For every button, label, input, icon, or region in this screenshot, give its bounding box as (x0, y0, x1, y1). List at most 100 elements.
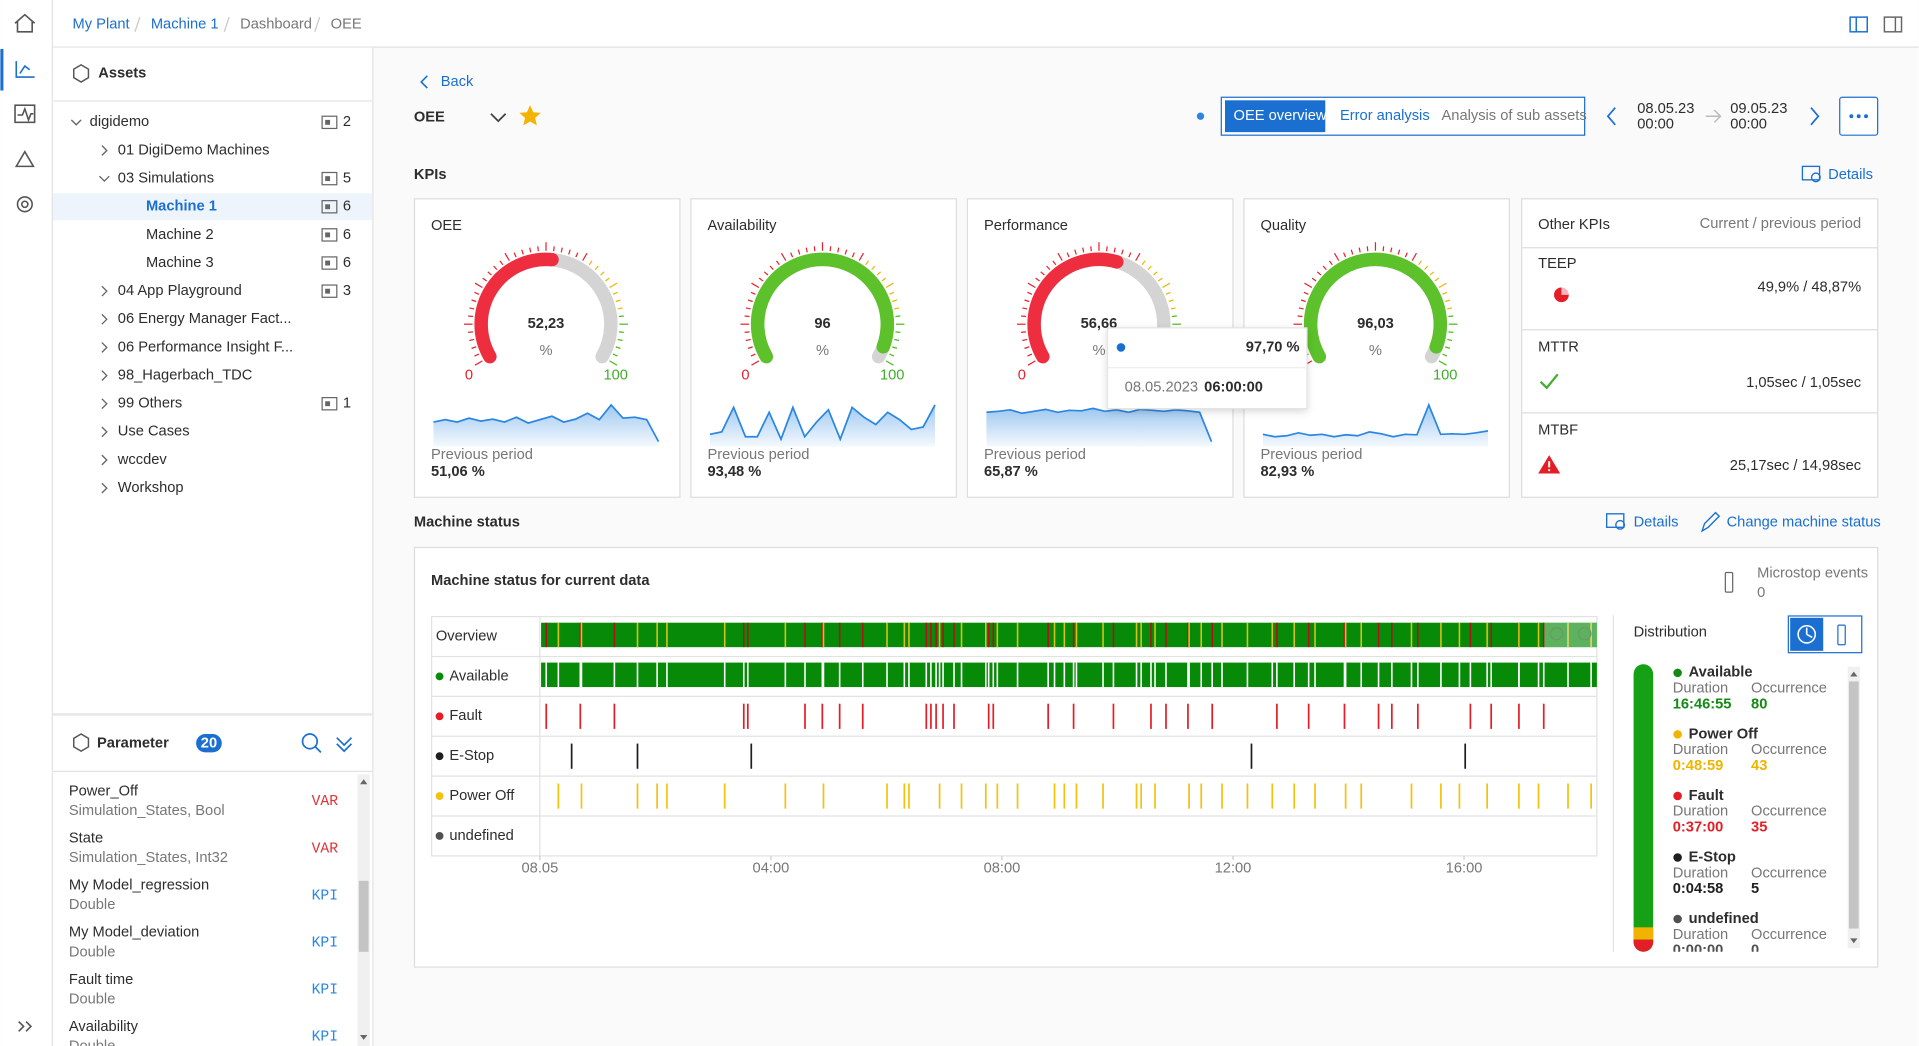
parameter-tag: VAR (312, 794, 339, 810)
gauge-value: 96,03 (1357, 316, 1394, 332)
gauge-scale-tick (1147, 265, 1152, 271)
tree-item[interactable]: 98_Hagerbach_TDC (118, 367, 253, 383)
tree-chevron[interactable] (101, 482, 108, 494)
panel-splitter[interactable] (52, 713, 373, 716)
tree-item[interactable]: wccdev (117, 452, 168, 468)
gauge-scale-tick (805, 247, 808, 253)
collapse-icon[interactable] (336, 737, 353, 753)
tree-chevron[interactable] (98, 175, 110, 183)
previous-value: 65,87 % (984, 464, 1038, 480)
gauge-scale-tick (1438, 282, 1447, 289)
tree-item[interactable]: Use Cases (118, 424, 190, 440)
tree-chevron[interactable] (101, 342, 108, 353)
gauge-scale-tick (1106, 246, 1108, 252)
tree-item[interactable]: 06 Performance Insight F... (118, 339, 293, 355)
parameter-type: Double (69, 944, 116, 960)
gauge-scale-tick (482, 277, 487, 282)
tree-item[interactable]: digidemo (90, 114, 150, 130)
tree-item[interactable]: Machine 1 (146, 199, 217, 215)
monitor-icon[interactable] (14, 104, 36, 124)
tree-chevron[interactable] (101, 145, 108, 156)
tab[interactable]: Error analysis (1340, 108, 1430, 124)
tree-chevron[interactable] (101, 285, 108, 297)
tree-item[interactable]: 99 Others (118, 396, 182, 412)
parameter-name[interactable]: Power_Off (69, 783, 139, 799)
gauge-scale-tick (1135, 252, 1141, 261)
x-tick-label: 04:00 (753, 860, 790, 876)
distribution-name: E-Stop (1689, 849, 1736, 865)
tree-item[interactable]: Workshop (118, 480, 184, 496)
trend-line (986, 407, 1213, 442)
back-icon[interactable] (420, 75, 428, 89)
layout-left-icon[interactable] (1849, 16, 1868, 33)
home-icon[interactable] (14, 13, 36, 33)
previous-period[interactable] (1606, 107, 1616, 126)
change-status-link[interactable]: Change machine status (1727, 514, 1881, 530)
kpi-details-link[interactable]: Details (1828, 167, 1873, 183)
favorite-star[interactable] (519, 105, 541, 126)
parameter-type: Simulation_States, Int32 (69, 850, 228, 866)
tab[interactable]: OEE overview (1234, 108, 1327, 124)
tree-chevron[interactable] (70, 119, 82, 126)
parameter-name[interactable]: Fault time (69, 972, 133, 988)
expand-icon[interactable] (18, 1020, 33, 1032)
settings-icon[interactable] (16, 196, 33, 213)
parameter-name[interactable]: State (69, 831, 103, 847)
gauge-scale-tick (474, 291, 480, 295)
tree-item[interactable]: Machine 3 (146, 255, 214, 271)
zoom-icon[interactable] (1549, 626, 1564, 641)
tab[interactable]: Analysis of sub assets (1442, 108, 1587, 124)
date-arrow (1705, 109, 1722, 123)
breadcrumb-item[interactable]: Dashboard (240, 16, 312, 32)
distribution-scroll-thumb[interactable] (1848, 681, 1859, 929)
next-period[interactable] (1810, 107, 1820, 126)
gauge-scale-tick (747, 346, 753, 349)
status-details-link[interactable]: Details (1634, 514, 1679, 530)
title-dropdown[interactable] (490, 113, 507, 123)
gauge-scale-tick (1424, 265, 1429, 271)
tree-item[interactable]: 03 Simulations (118, 170, 214, 186)
tree-chevron[interactable] (101, 313, 108, 325)
tree-chevron[interactable] (101, 398, 108, 410)
tree-badge-icon (321, 256, 338, 270)
assets-icon[interactable] (15, 61, 35, 78)
back-link[interactable]: Back (441, 74, 474, 90)
tree-item[interactable]: 01 DigiDemo Machines (118, 142, 270, 158)
duration-value: 0:00:00 (1673, 943, 1724, 959)
parameter-name[interactable]: Availability (69, 1019, 139, 1035)
kpi-title: Performance (984, 218, 1068, 234)
gauge-scale-tick (895, 315, 901, 318)
parameter-scroll-thumb[interactable] (358, 880, 369, 952)
search-icon[interactable] (301, 733, 319, 750)
previous-value: 82,93 % (1260, 464, 1314, 480)
layout-right-icon[interactable] (1883, 16, 1903, 33)
gauge-scale-tick (1300, 299, 1306, 303)
breadcrumb-separator (134, 16, 141, 33)
parameter-name[interactable]: My Model_regression (69, 878, 209, 894)
previous-label: Previous period (707, 447, 809, 463)
gauge-unit: % (539, 343, 552, 359)
tree-item[interactable]: 04 App Playground (118, 283, 242, 299)
timeline-row-label: Overview (436, 628, 498, 644)
gauge-scale-tick (894, 307, 900, 310)
gauge-scale-tick (1171, 315, 1177, 318)
gauge-value-arc (474, 252, 559, 364)
tree-item[interactable]: Machine 2 (146, 227, 214, 243)
breadcrumb-item[interactable]: My Plant (73, 16, 130, 32)
tree-chevron[interactable] (101, 370, 108, 381)
bar-view-button[interactable] (1837, 624, 1846, 646)
active-tab-background (1224, 100, 1326, 133)
breadcrumb-item[interactable]: Machine 1 (151, 16, 219, 32)
tree-item[interactable]: 06 Energy Manager Fact... (118, 311, 292, 327)
gauge-scale-tick (1447, 307, 1453, 310)
gauge-scale-tick (1024, 299, 1030, 303)
x-tick-label: 08.05 (522, 860, 559, 876)
shapes-icon[interactable] (14, 150, 35, 168)
zoom-icon[interactable] (1577, 626, 1592, 641)
tree-chevron[interactable] (101, 454, 108, 466)
more-dots (1849, 114, 1868, 119)
tree-chevron[interactable] (101, 426, 108, 438)
parameter-name[interactable]: My Model_deviation (69, 925, 200, 941)
parameter-count: 20 (201, 736, 217, 752)
zoom-window[interactable] (1544, 622, 1597, 648)
